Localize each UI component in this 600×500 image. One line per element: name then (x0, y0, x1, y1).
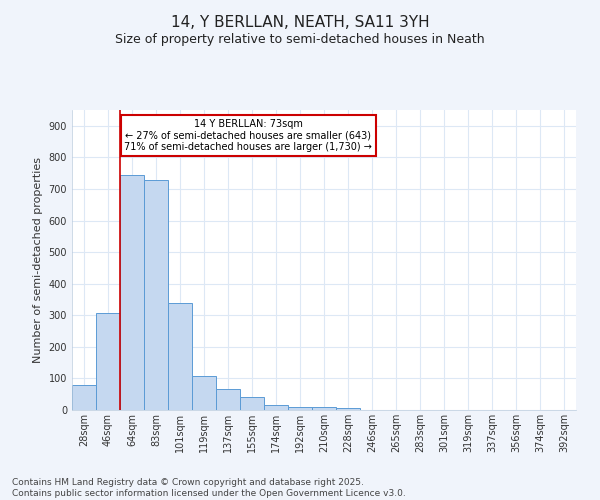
Bar (72, 384, 96, 410)
Text: 14, Y BERLLAN, NEATH, SA11 3YH: 14, Y BERLLAN, NEATH, SA11 3YH (170, 15, 430, 30)
Bar (216, 388, 240, 410)
Bar (192, 376, 216, 410)
Bar (264, 406, 288, 410)
Text: 14 Y BERLLAN: 73sqm
← 27% of semi-detached houses are smaller (643)
71% of semi-: 14 Y BERLLAN: 73sqm ← 27% of semi-detach… (124, 119, 373, 152)
Bar (120, 176, 144, 410)
Bar (240, 398, 264, 410)
Bar (168, 302, 192, 410)
Text: Contains HM Land Registry data © Crown copyright and database right 2025.
Contai: Contains HM Land Registry data © Crown c… (12, 478, 406, 498)
Y-axis label: Number of semi-detached properties: Number of semi-detached properties (33, 157, 43, 363)
Bar (96, 312, 120, 410)
Bar (312, 408, 336, 410)
Bar (144, 180, 168, 410)
Text: Size of property relative to semi-detached houses in Neath: Size of property relative to semi-detach… (115, 32, 485, 46)
Bar (288, 407, 312, 410)
Bar (336, 408, 360, 410)
